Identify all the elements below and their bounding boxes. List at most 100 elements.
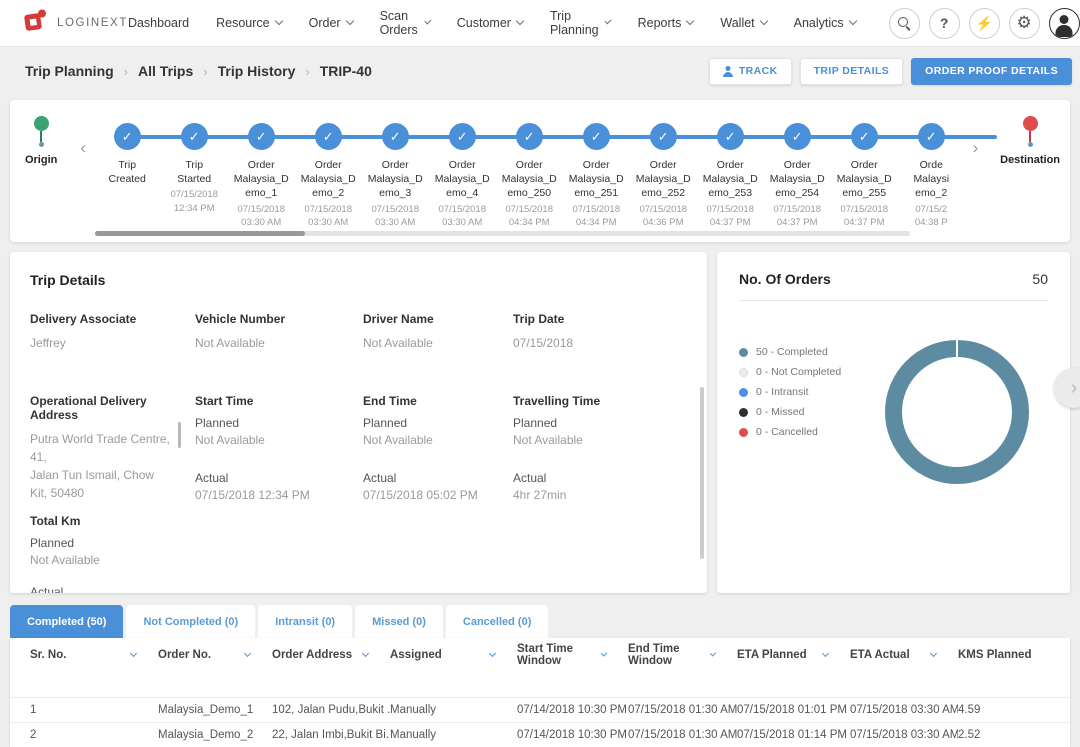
nav-item-dashboard[interactable]: Dashboard <box>127 16 190 30</box>
column-header-order-address[interactable]: Order Address <box>272 649 390 661</box>
brand[interactable]: LOGINEXT <box>22 8 128 39</box>
check-icon[interactable]: ✓ <box>247 123 275 150</box>
orders-summary-card: No. Of Orders 50 50 - Completed 0 - Not … <box>717 252 1080 593</box>
column-header-order-no[interactable]: Order No. <box>158 649 272 661</box>
timeline-prev-button[interactable]: ‹ <box>72 112 93 242</box>
trip-details-scrollbar[interactable] <box>700 387 704 559</box>
legend-item-cancelled[interactable]: 0 - Cancelled <box>739 426 841 438</box>
check-icon[interactable]: ✓ <box>448 123 476 150</box>
trip-details-button[interactable]: TRIP DETAILS <box>799 57 904 85</box>
nav-item-reports[interactable]: Reports <box>638 16 695 30</box>
column-header-assigned[interactable]: Assigned <box>390 649 517 661</box>
origin-marker: Origin <box>10 112 72 242</box>
origin-pin-icon <box>33 116 49 147</box>
order-status-tabs: Completed (50) Not Completed (0) Intrans… <box>10 605 549 638</box>
timeline-step: ✓ Trip Created <box>94 112 161 242</box>
tab-not-completed[interactable]: Not Completed (0) <box>126 605 256 638</box>
check-icon[interactable]: ✓ <box>649 123 677 150</box>
timeline-step: ✓ Order Malaysia_D emo_252 07/15/2018 04:3… <box>630 112 697 242</box>
nav-item-resource[interactable]: Resource <box>216 16 283 30</box>
column-header-sr-no[interactable]: Sr. No. <box>30 649 158 661</box>
check-icon[interactable]: ✓ <box>582 123 610 150</box>
search-button[interactable] <box>888 7 920 39</box>
chevron-down-icon <box>129 649 138 657</box>
nav-item-scan-orders[interactable]: Scan Orders <box>380 9 432 37</box>
field-operational-delivery-address: Operational Delivery Address Putra World… <box>30 394 195 502</box>
table-row[interactable]: 1 Malaysia_Demo_1 102, Jalan Pudu,Bukit … <box>10 697 1070 722</box>
orders-donut-chart <box>885 340 1029 484</box>
timeline-step: ✓ Order Malaysia_D emo_1 07/15/2018 03:30 … <box>228 112 295 242</box>
tab-cancelled[interactable]: Cancelled (0) <box>445 605 549 638</box>
search-icon <box>897 16 911 30</box>
nav-item-order[interactable]: Order <box>309 16 354 30</box>
nav-item-analytics[interactable]: Analytics <box>794 16 857 30</box>
nav-item-wallet[interactable]: Wallet <box>720 16 768 30</box>
legend-item-completed[interactable]: 50 - Completed <box>739 346 841 358</box>
timeline-step: ✓ Orde Malaysi emo_2 07/15/2 04:38 P <box>898 112 965 242</box>
check-icon[interactable]: ✓ <box>314 123 342 150</box>
breadcrumb-current-trip: TRIP-40 <box>319 63 372 79</box>
column-header-eta-planned[interactable]: ETA Planned <box>737 649 850 661</box>
breadcrumb-all-trips[interactable]: All Trips <box>138 63 194 79</box>
orders-summary-title: No. Of Orders <box>739 271 831 287</box>
main-menu: Dashboard Resource Order Scan Orders Cus… <box>127 9 857 37</box>
breadcrumb-separator: › <box>305 63 310 79</box>
chevron-down-icon <box>515 16 525 26</box>
help-icon: ? <box>939 15 949 31</box>
settings-button[interactable]: ⚙ <box>1008 7 1040 39</box>
timeline-step: ✓ Order Malaysia_D emo_255 07/15/2018 04:3… <box>831 112 898 242</box>
flash-icon: ⚡ <box>975 14 993 31</box>
trip-timeline-card: Origin ‹ ✓ Trip Created ✓ Trip Started 07/1… <box>10 100 1070 242</box>
check-icon[interactable]: ✓ <box>515 123 543 150</box>
order-proof-details-button[interactable]: ORDER PROOF DETAILS <box>911 57 1072 85</box>
check-icon[interactable]: ✓ <box>180 123 208 150</box>
column-header-end-time-window[interactable]: End Time Window <box>628 643 737 667</box>
table-row[interactable]: 2 Malaysia_Demo_2 22, Jalan Imbi,Bukit B… <box>10 722 1070 747</box>
field-driver-name: Driver Name Not Available <box>363 312 434 350</box>
avatar-icon <box>1059 14 1069 24</box>
chevron-down-icon <box>848 16 857 26</box>
legend-item-intransit[interactable]: 0 - Intransit <box>739 386 841 398</box>
timeline-scrollbar-thumb[interactable] <box>95 231 305 236</box>
tab-missed[interactable]: Missed (0) <box>355 605 443 638</box>
check-icon[interactable]: ✓ <box>783 123 811 150</box>
track-button[interactable]: TRACK <box>708 57 792 85</box>
field-delivery-associate: Delivery Associate Jeffrey <box>30 312 137 350</box>
breadcrumb-trip-planning[interactable]: Trip Planning <box>25 63 114 79</box>
timeline-scrollbar[interactable] <box>95 231 910 236</box>
chevron-right-icon: › <box>972 138 979 157</box>
address-scrollbar[interactable] <box>178 422 181 448</box>
brand-name: LOGINEXT <box>57 17 128 29</box>
profile-button[interactable] <box>1048 7 1080 39</box>
timeline-step: ✓ Order Malaysia_D emo_3 07/15/2018 03:30 … <box>362 112 429 242</box>
check-icon[interactable]: ✓ <box>381 123 409 150</box>
flash-button[interactable]: ⚡ <box>968 7 1000 39</box>
breadcrumb-trip-history[interactable]: Trip History <box>217 63 296 79</box>
check-icon[interactable]: ✓ <box>113 123 141 150</box>
breadcrumb-bar: Trip Planning › All Trips › Trip History… <box>0 47 1080 95</box>
tab-intransit[interactable]: Intransit (0) <box>258 605 353 638</box>
nav-item-customer[interactable]: Customer <box>457 16 525 30</box>
column-header-start-time-window[interactable]: Start Time Window <box>517 643 628 667</box>
top-navbar: LOGINEXT Dashboard Resource Order Scan O… <box>0 0 1080 47</box>
timeline-next-button[interactable]: › <box>965 112 986 242</box>
chevron-down-icon <box>604 17 613 25</box>
chevron-down-icon <box>488 649 497 657</box>
table-header-row: Sr. No. Order No. Order Address Assigned… <box>10 638 1070 672</box>
column-header-kms-planned[interactable]: KMS Planned <box>958 649 1032 661</box>
cancelled-dot-icon <box>739 427 748 437</box>
tab-completed[interactable]: Completed (50) <box>10 605 124 638</box>
gear-icon: ⚙ <box>1016 13 1032 32</box>
field-end-time: End Time Planned Not Available Actual 07… <box>363 394 478 502</box>
check-icon[interactable]: ✓ <box>850 123 878 150</box>
column-header-eta-actual[interactable]: ETA Actual <box>850 649 958 661</box>
legend-item-not-completed[interactable]: 0 - Not Completed <box>739 366 841 378</box>
breadcrumb-separator: › <box>203 63 208 79</box>
nav-item-trip-planning[interactable]: Trip Planning <box>550 9 613 37</box>
check-icon[interactable]: ✓ <box>716 123 744 150</box>
check-icon[interactable]: ✓ <box>917 123 945 150</box>
panel-next-button[interactable]: › <box>1054 368 1080 408</box>
help-button[interactable]: ? <box>928 7 960 39</box>
legend-item-missed[interactable]: 0 - Missed <box>739 406 841 418</box>
chevron-down-icon <box>929 649 938 657</box>
